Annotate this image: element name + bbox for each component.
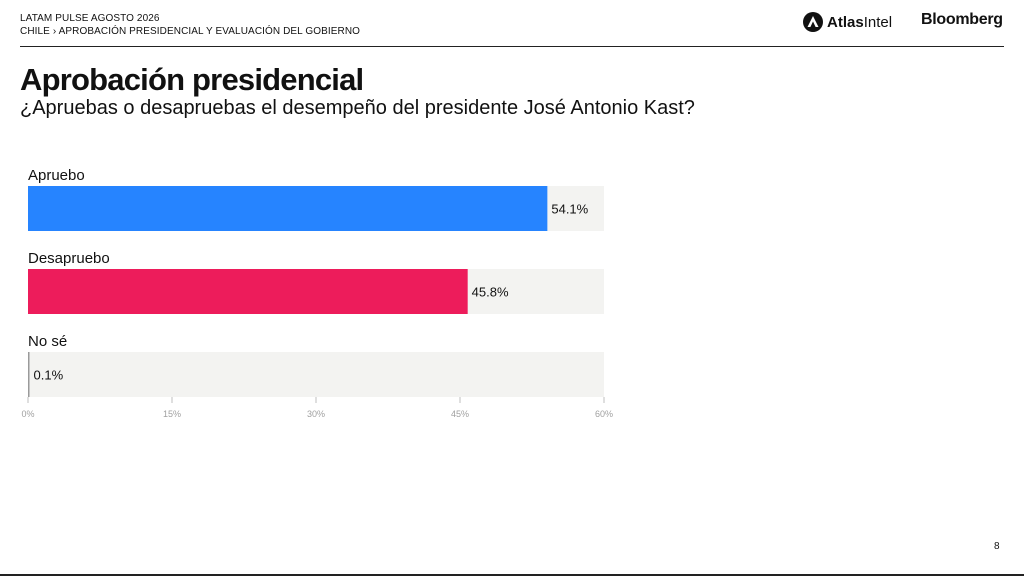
value-label-1: 54.1% <box>551 202 588 217</box>
category-label-2: Desapruebo <box>28 250 110 267</box>
report-name: LATAM PULSE AGOSTO 2026 <box>20 13 160 24</box>
bar-2 <box>28 269 468 314</box>
bloomberg-logo: Bloomberg <box>921 11 1003 28</box>
approval-bar-chart: Apruebo 54.1% Desapruebo 45.8% No sé 0.1% 0% 15… <box>21 167 613 419</box>
page-title: Aprobación presidencial <box>20 62 364 97</box>
atlasintel-mark-icon <box>803 12 823 32</box>
page-number: 8 <box>994 541 1000 552</box>
atlasintel-logo: AtlasIntel <box>803 11 892 33</box>
x-tick-label-5: 60% <box>595 409 613 419</box>
page-subtitle: ¿Apruebas o desapruebas el desempeño del… <box>20 97 695 119</box>
section-path: CHILE › APROBACIÓN PRESIDENCIAL Y EVALUA… <box>20 26 361 37</box>
category-label-1: Apruebo <box>28 167 85 184</box>
atlasintel-wordmark-bold: Atlas <box>827 13 864 31</box>
value-label-3: 0.1% <box>34 368 64 383</box>
category-label-3: No sé <box>28 333 67 350</box>
bar-1 <box>28 186 548 231</box>
x-tick-label-1: 0% <box>21 409 34 419</box>
x-tick-label-4: 45% <box>451 409 469 419</box>
x-tick-label-2: 15% <box>163 409 181 419</box>
header-divider <box>20 46 1004 47</box>
bar-track-3 <box>28 352 604 397</box>
atlasintel-wordmark-regular: Intel <box>863 13 893 31</box>
footer-divider <box>0 574 1024 576</box>
x-tick-label-3: 30% <box>307 409 325 419</box>
bar-3 <box>28 352 30 397</box>
atlasintel-wordmark: AtlasIntel <box>827 14 892 31</box>
header-breadcrumb: LATAM PULSE AGOSTO 2026 CHILE › APROBACI… <box>20 12 360 38</box>
value-label-2: 45.8% <box>472 285 509 300</box>
